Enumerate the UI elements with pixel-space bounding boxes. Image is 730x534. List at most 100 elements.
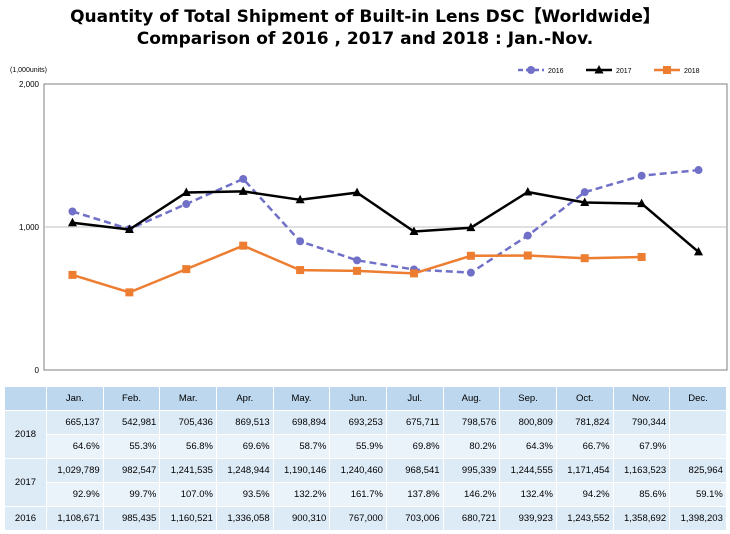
month-header: Mar. (159, 386, 217, 411)
data-point-2016 (68, 207, 77, 216)
percent-cell: 56.8% (159, 434, 217, 459)
quantity-cell: 781,824 (555, 410, 614, 435)
percent-cell: 55.9% (329, 434, 387, 459)
legend-label-2017: 2017 (616, 68, 632, 75)
quantity-cell (669, 410, 727, 435)
quantity-cell: 675,711 (385, 410, 444, 435)
data-table: Jan. Feb. Mar. Apr. May. Jun. Jul. Aug. Sep. Oct.… (4, 386, 727, 531)
quantity-cell: 1,398,203 (669, 506, 727, 531)
data-point-2016 (296, 237, 305, 246)
percent-cell: 80.2% (442, 434, 501, 459)
percent-cell: 59.1% (669, 482, 727, 507)
table-row: 64.6% 55.3% 56.8% 69.6% 58.7% 55.9% 69.8% 80.2%… (5, 434, 727, 459)
month-header: Apr. (215, 386, 274, 411)
quantity-cell: 985,435 (102, 506, 161, 531)
percent-cell: 85.6% (612, 482, 671, 507)
quantity-cell: 1,241,535 (159, 458, 217, 483)
data-point-2016 (239, 174, 248, 183)
series-line-2016 (72, 168, 699, 274)
year-label: 2017 (4, 458, 47, 507)
data-point-2018 (353, 266, 362, 275)
data-point-2017 (694, 246, 704, 256)
quantity-cell: 995,339 (442, 458, 501, 483)
month-header: Jan. (46, 386, 104, 411)
month-header: Aug. (442, 386, 501, 411)
month-header: Oct. (555, 386, 614, 411)
percent-cell: 107.0% (159, 482, 217, 507)
quantity-cell: 1,163,523 (612, 458, 671, 483)
y-tick-label: 2,000 (19, 80, 40, 89)
legend-marker-2017 (594, 65, 604, 74)
percent-cell: 161.7% (329, 482, 387, 507)
percent-cell: 132.4% (499, 482, 557, 507)
quantity-cell: 800,809 (499, 410, 557, 435)
data-point-2018 (580, 254, 589, 263)
y-tick-label: 1,000 (19, 223, 40, 232)
quantity-cell: 693,253 (329, 410, 387, 435)
y-tick-label: 0 (35, 366, 40, 375)
data-point-2018 (182, 265, 191, 274)
data-point-2017 (124, 224, 134, 233)
data-point-2016 (580, 188, 589, 197)
table-row: 92.9% 99.7% 107.0% 93.5% 132.2% 161.7% 137.8% 1… (5, 482, 727, 507)
percent-cell: 66.7% (555, 434, 614, 459)
data-point-2016 (466, 268, 475, 277)
data-point-2017 (637, 198, 647, 208)
quantity-cell: 703,006 (385, 506, 444, 531)
percent-cell: 137.8% (385, 482, 444, 507)
year-label: 2016 (4, 506, 47, 531)
quantity-cell: 680,721 (442, 506, 501, 531)
data-point-2018 (68, 270, 77, 279)
percent-cell: 55.3% (102, 434, 161, 459)
percent-cell (669, 434, 727, 459)
percent-cell: 67.9% (612, 434, 671, 459)
data-point-2018 (466, 251, 475, 260)
data-point-2016 (353, 256, 362, 265)
month-header: Dec. (669, 386, 727, 411)
table-corner (4, 386, 47, 411)
table-row: 2018 665,137 542,981 705,436 869,513 698,894 6… (4, 410, 727, 459)
percent-cell: 69.8% (385, 434, 444, 459)
data-point-2017 (523, 187, 533, 196)
quantity-cell: 900,310 (272, 506, 331, 531)
month-header: Jul. (385, 386, 444, 411)
quantity-cell: 1,029,789 (46, 458, 104, 483)
data-point-2018 (125, 288, 134, 297)
month-header: Nov. (612, 386, 671, 411)
percent-cell: 93.5% (215, 482, 274, 507)
quantity-cell: 1,240,460 (329, 458, 387, 483)
year-label: 2018 (4, 410, 47, 459)
y-unit-label: (1,000units) (10, 67, 47, 74)
quantity-cell: 705,436 (159, 410, 217, 435)
quantity-cell: 1,244,555 (499, 458, 557, 483)
quantity-cell: 767,000 (329, 506, 387, 531)
quantity-cell: 982,547 (102, 458, 161, 483)
month-header: Sep. (499, 386, 557, 411)
percent-cell: 132.2% (272, 482, 331, 507)
data-point-2017 (295, 194, 305, 204)
quantity-cell: 1,160,521 (159, 506, 217, 531)
percent-cell: 94.2% (555, 482, 614, 507)
quantity-cell: 1,248,944 (215, 458, 274, 483)
chart-title-line2: Comparison of 2016 , 2017 and 2018 : Jan… (136, 29, 594, 49)
data-point-2017 (67, 217, 77, 227)
month-header: Jun. (329, 386, 387, 411)
chart-title-line1: Quantity of Total Shipment of Built-in L… (70, 7, 660, 27)
data-point-2017 (409, 226, 419, 235)
quantity-cell: 1,108,671 (46, 506, 104, 531)
line-chart: 0 1,000 2,000 (1,000units) 2016 2017 2018 (10, 65, 728, 375)
percent-cell: 146.2% (442, 482, 501, 507)
percent-cell: 58.7% (272, 434, 331, 459)
percent-cell: 69.6% (215, 434, 274, 459)
quantity-cell: 1,243,552 (555, 506, 614, 531)
quantity-cell: 1,336,058 (215, 506, 274, 531)
data-point-2017 (181, 187, 191, 196)
data-point-2016 (637, 171, 646, 180)
quantity-cell: 1,171,454 (555, 458, 614, 483)
quantity-cell: 1,358,692 (612, 506, 671, 531)
percent-cell: 92.9% (46, 482, 104, 507)
month-header: May. (272, 386, 331, 411)
table-row: 2016 1,108,671 985,435 1,160,521 1,336,058 90… (4, 506, 727, 531)
data-point-2017 (238, 186, 248, 195)
percent-cell: 99.7% (102, 482, 161, 507)
